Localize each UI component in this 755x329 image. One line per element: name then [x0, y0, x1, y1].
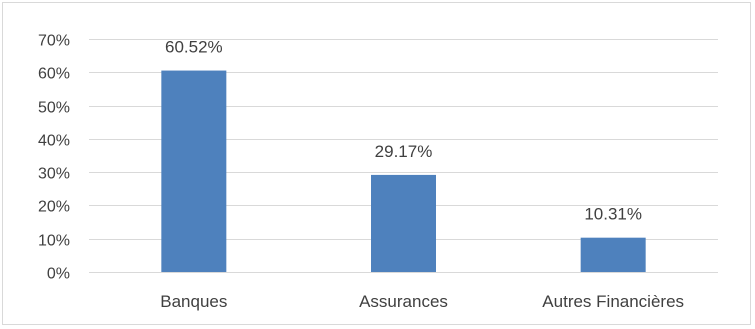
data-label: 29.17%	[375, 142, 433, 161]
data-label: 60.52%	[165, 38, 223, 57]
data-label: 10.31%	[584, 205, 642, 224]
data-labels: 60.52% 29.17% 10.31%	[165, 38, 642, 224]
y-tick-label: 60%	[38, 66, 70, 83]
x-category-label: Banques	[160, 292, 227, 311]
y-tick-label: 20%	[38, 199, 70, 216]
bar-banques	[161, 70, 227, 272]
x-category-label: Autres Financières	[542, 292, 684, 311]
y-tick-label: 40%	[38, 133, 70, 150]
y-axis-tick-labels: 0% 10% 20% 30% 40% 50% 60% 70%	[38, 33, 70, 283]
x-category-label: Assurances	[359, 292, 448, 311]
y-tick-label: 0%	[47, 266, 70, 283]
y-tick-label: 70%	[38, 33, 70, 50]
x-axis-category-labels: Banques Assurances Autres Financières	[160, 292, 684, 311]
y-tick-label: 10%	[38, 233, 70, 250]
bar-autres-financi-res	[580, 237, 646, 272]
y-tick-label: 50%	[38, 100, 70, 117]
y-tick-label: 30%	[38, 166, 70, 183]
bar-assurances	[371, 174, 436, 272]
bars	[161, 70, 646, 272]
